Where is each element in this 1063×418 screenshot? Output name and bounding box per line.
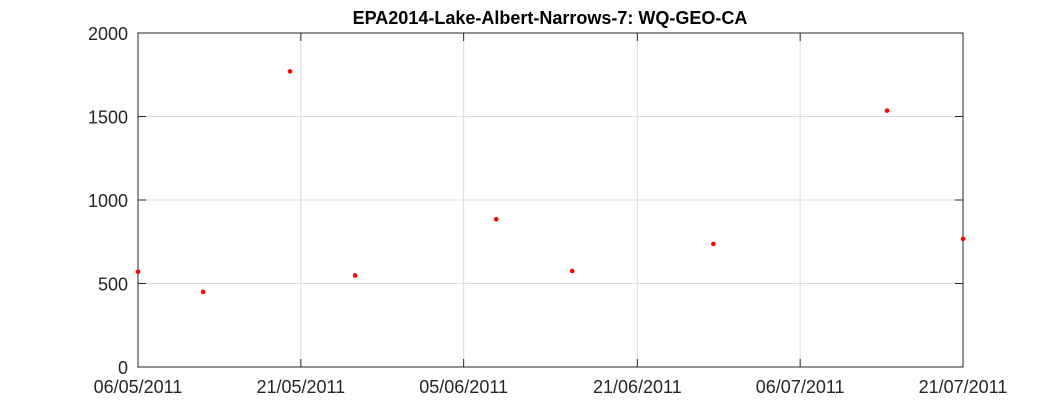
data-point <box>569 268 575 274</box>
x-tick-label: 21/07/2011 <box>919 377 1008 397</box>
tick-layer <box>137 32 964 368</box>
data-point <box>200 289 206 295</box>
y-tick-label: 0 <box>118 358 128 378</box>
y-tick-label: 2000 <box>88 24 128 44</box>
x-tick-label: 06/07/2011 <box>756 377 845 397</box>
y-tick-label: 1000 <box>88 191 128 211</box>
grid-layer <box>137 32 964 368</box>
y-tick-labels: 0 500 1000 1500 2000 <box>88 24 128 378</box>
data-points <box>135 69 966 295</box>
x-tick-label: 21/06/2011 <box>593 377 682 397</box>
x-tick-labels: 06/05/2011 21/05/2011 05/06/2011 21/06/2011… <box>94 377 1008 397</box>
y-tick-label: 500 <box>98 275 128 295</box>
data-point <box>884 108 890 113</box>
x-tick-label: 21/05/2011 <box>256 377 345 397</box>
data-point <box>352 273 358 278</box>
data-point <box>135 269 141 275</box>
data-point <box>711 241 716 247</box>
data-point <box>493 216 499 222</box>
data-point <box>287 69 293 74</box>
y-tick-label: 1500 <box>88 108 128 128</box>
x-tick-label: 06/05/2011 <box>94 377 183 397</box>
chart-title: EPA2014-Lake-Albert-Narrows-7: WQ-GEO-CA <box>353 8 748 28</box>
data-point <box>960 236 966 242</box>
x-tick-label: 05/06/2011 <box>419 377 508 397</box>
